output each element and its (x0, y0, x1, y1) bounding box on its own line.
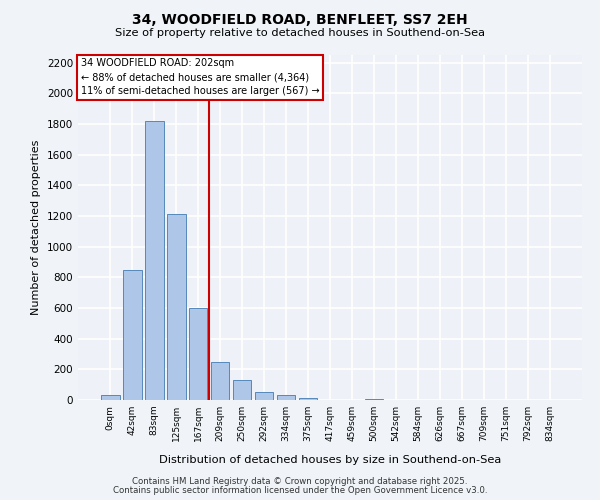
Bar (123, 270, 142, 400)
Bar (365, 399, 383, 400)
Text: Contains public sector information licensed under the Open Government Licence v3: Contains public sector information licen… (113, 486, 487, 495)
Bar (233, 380, 251, 400)
Bar (255, 392, 274, 400)
Text: Size of property relative to detached houses in Southend-on-Sea: Size of property relative to detached ho… (115, 28, 485, 38)
Bar (167, 214, 185, 400)
Text: 34 WOODFIELD ROAD: 202sqm
← 88% of detached houses are smaller (4,364)
11% of se: 34 WOODFIELD ROAD: 202sqm ← 88% of detac… (80, 58, 319, 96)
Bar (211, 362, 229, 400)
Bar (299, 398, 317, 400)
Bar (189, 308, 208, 400)
Text: 34, WOODFIELD ROAD, BENFLEET, SS7 2EH: 34, WOODFIELD ROAD, BENFLEET, SS7 2EH (132, 12, 468, 26)
Bar (145, 121, 164, 400)
X-axis label: Distribution of detached houses by size in Southend-on-Sea: Distribution of detached houses by size … (159, 455, 501, 465)
Bar (101, 396, 119, 400)
Bar (277, 396, 295, 400)
Text: Contains HM Land Registry data © Crown copyright and database right 2025.: Contains HM Land Registry data © Crown c… (132, 477, 468, 486)
Y-axis label: Number of detached properties: Number of detached properties (31, 140, 41, 315)
